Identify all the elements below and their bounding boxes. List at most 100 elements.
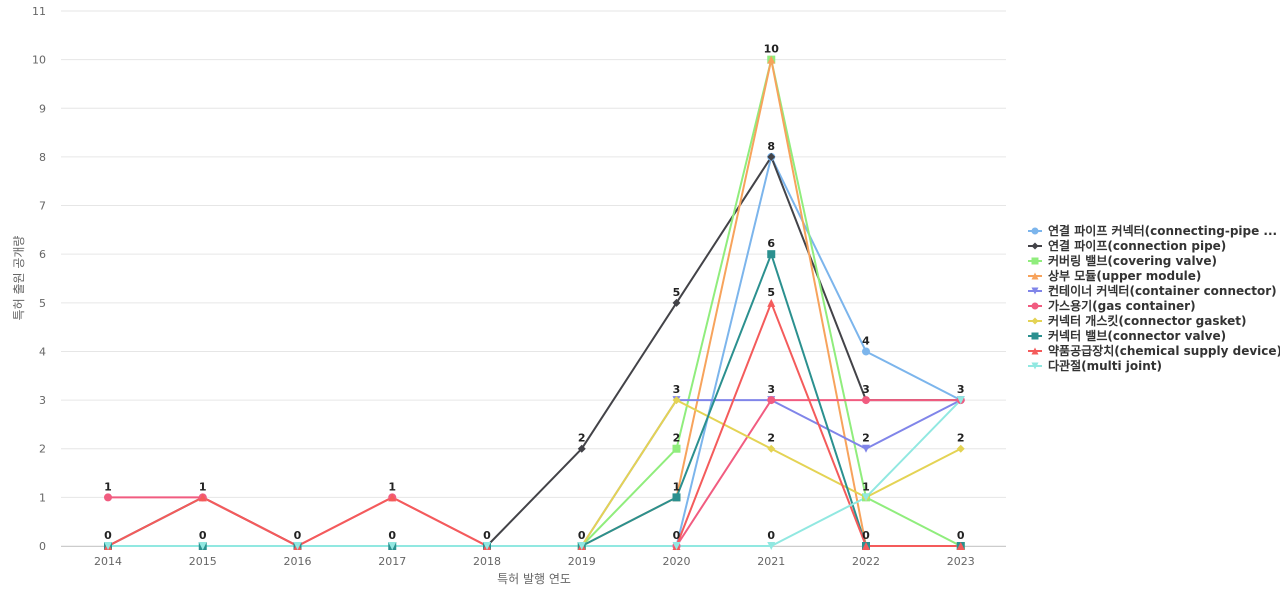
series-point[interactable] (767, 152, 776, 161)
series-point[interactable] (672, 396, 681, 405)
legend-item[interactable]: 커버링 밸브(covering valve) (1028, 253, 1217, 268)
legend-marker (1031, 287, 1039, 295)
legend-marker (1031, 332, 1039, 340)
y-tick-label: 9 (39, 102, 46, 115)
legend-item[interactable]: 커넥터 밸브(connector valve) (1028, 328, 1226, 343)
y-tick-label: 11 (32, 5, 46, 18)
data-label: 8 (767, 140, 775, 153)
legend-label: 다관절(multi joint) (1048, 358, 1162, 373)
data-label: 0 (767, 529, 775, 542)
x-tick-label: 2015 (189, 555, 217, 568)
series-point[interactable] (198, 493, 207, 502)
data-label: 0 (388, 529, 396, 542)
legend-label: 연결 파이프 커넥터(connecting-pipe ... (1048, 223, 1277, 238)
series-point[interactable] (767, 396, 776, 405)
legend-marker (1031, 317, 1039, 325)
series-line[interactable] (675, 155, 962, 547)
data-label: 3 (673, 383, 681, 396)
y-tick-label: 0 (39, 540, 46, 553)
series-point[interactable] (672, 493, 681, 502)
legend-marker (1031, 272, 1039, 280)
series-point[interactable] (862, 493, 870, 502)
x-tick-label: 2014 (94, 555, 122, 568)
series-9[interactable] (107, 301, 961, 547)
series-point[interactable] (388, 542, 397, 550)
legend-item[interactable]: 가스용기(gas container) (1028, 298, 1196, 313)
series-line[interactable] (108, 399, 961, 547)
series-1[interactable] (675, 155, 962, 547)
legend-marker (1031, 362, 1039, 370)
series-line[interactable] (108, 399, 962, 547)
legend-label: 약품공급장치(chemical supply device) (1048, 343, 1280, 358)
legend-marker (1031, 257, 1039, 265)
grid-lines (61, 10, 1006, 547)
data-label: 3 (957, 383, 965, 396)
legend-item[interactable]: 커넥터 개스킷(connector gasket) (1028, 313, 1247, 328)
data-label: 3 (862, 383, 870, 396)
series-point[interactable] (767, 298, 776, 307)
series-point[interactable] (956, 542, 965, 550)
legend-item[interactable]: 상부 모듈(upper module) (1028, 268, 1201, 283)
legend-label: 연결 파이프(connection pipe) (1048, 238, 1226, 253)
series-point[interactable] (388, 493, 397, 502)
series-point[interactable] (198, 542, 207, 550)
series-point[interactable] (862, 396, 870, 405)
data-label: 0 (673, 529, 681, 542)
y-tick-label: 10 (32, 54, 46, 67)
data-label: 1 (673, 480, 681, 493)
series-point[interactable] (483, 542, 491, 550)
legend-label: 가스용기(gas container) (1048, 298, 1196, 313)
legend-label: 컨테이너 커넥터(container connector) (1048, 283, 1277, 298)
data-label: 3 (767, 383, 775, 396)
series-point[interactable] (577, 444, 586, 453)
series-6[interactable] (108, 399, 961, 547)
data-label: 1 (104, 480, 112, 493)
series-markers (104, 55, 965, 550)
series-point[interactable] (862, 542, 870, 550)
legend-item[interactable]: 연결 파이프(connection pipe) (1028, 238, 1226, 253)
series-point[interactable] (672, 542, 681, 550)
legend-label: 커버링 밸브(covering valve) (1048, 253, 1217, 268)
legend-item[interactable]: 연결 파이프 커넥터(connecting-pipe ... (1028, 223, 1277, 238)
data-label: 1 (388, 480, 396, 493)
data-label: 1 (199, 480, 207, 493)
series-point[interactable] (293, 542, 302, 550)
series-point[interactable] (672, 298, 681, 307)
series-point[interactable] (767, 55, 776, 64)
legend-item[interactable]: 다관절(multi joint) (1028, 358, 1162, 373)
data-label: 0 (957, 529, 965, 542)
x-tick-label: 2022 (852, 555, 880, 568)
series-point[interactable] (862, 347, 870, 356)
series-point[interactable] (672, 444, 681, 453)
series-10[interactable] (108, 399, 962, 547)
y-axis-title: 특허 출원 공개량 (12, 236, 26, 321)
legend-item[interactable]: 컨테이너 커넥터(container connector) (1028, 283, 1277, 298)
series-point[interactable] (104, 493, 112, 502)
data-label: 0 (199, 529, 207, 542)
legend-marker (1031, 242, 1039, 250)
series-5[interactable] (580, 399, 962, 547)
series-point[interactable] (956, 444, 965, 453)
y-tick-label: 3 (39, 394, 46, 407)
series-point[interactable] (104, 542, 112, 550)
data-label: 0 (104, 529, 112, 542)
series-point[interactable] (767, 444, 776, 453)
data-label: 0 (294, 529, 302, 542)
series-point[interactable] (767, 250, 776, 259)
series-line[interactable] (580, 399, 962, 547)
series-7[interactable] (580, 399, 962, 547)
y-tick-label: 8 (39, 151, 46, 164)
legend-marker (1031, 227, 1039, 235)
y-tick-label: 7 (39, 200, 46, 213)
series-point[interactable] (862, 444, 870, 453)
series-line[interactable] (580, 399, 962, 547)
series-line[interactable] (107, 301, 961, 547)
series-point[interactable] (767, 542, 776, 550)
series-point[interactable] (956, 396, 965, 405)
series-point[interactable] (577, 542, 586, 550)
data-label: 0 (483, 529, 491, 542)
data-label: 5 (767, 286, 775, 299)
legend-item[interactable]: 약품공급장치(chemical supply device) (1028, 343, 1280, 358)
x-axis-title: 특허 발행 연도 (497, 571, 571, 586)
